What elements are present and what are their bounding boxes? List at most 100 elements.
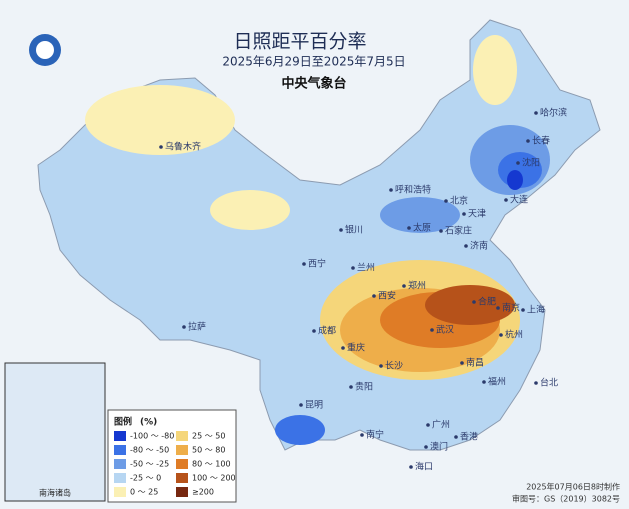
inset-label: 南海诸岛 bbox=[39, 488, 71, 498]
legend-label: ≥200 bbox=[192, 488, 214, 497]
agency: 中央气象台 bbox=[281, 76, 346, 92]
legend-title: 图例 bbox=[114, 416, 132, 428]
region-fill bbox=[425, 285, 515, 325]
region-fill bbox=[380, 197, 460, 233]
city-dot bbox=[302, 262, 306, 266]
city-label: 贵阳 bbox=[355, 381, 373, 393]
city-dot bbox=[521, 308, 525, 312]
city-label: 武汉 bbox=[436, 324, 454, 336]
legend-label: -80 ～ -50 bbox=[130, 446, 169, 455]
city-label: 成都 bbox=[318, 325, 336, 337]
region-fill bbox=[275, 415, 325, 445]
city-label: 海口 bbox=[415, 461, 433, 473]
city-label: 郑州 bbox=[408, 280, 426, 292]
city-label: 西安 bbox=[378, 290, 396, 302]
city-dot bbox=[407, 226, 411, 230]
city-label: 沈阳 bbox=[522, 157, 540, 169]
city-label: 澳门 bbox=[430, 441, 448, 453]
legend-label: 50 ～ 80 bbox=[192, 446, 225, 455]
city-dot bbox=[526, 139, 530, 143]
city-dot bbox=[341, 346, 345, 350]
legend-label: 0 ～ 25 bbox=[130, 488, 158, 497]
subtitle: 2025年6月29日至2025年7月5日 bbox=[222, 55, 405, 69]
legend-frame bbox=[107, 409, 237, 503]
city-label: 天津 bbox=[468, 209, 486, 220]
legend-label: -50 ～ -25 bbox=[130, 460, 169, 469]
logo bbox=[36, 41, 54, 59]
city-label: 拉萨 bbox=[188, 321, 206, 333]
city-label: 石家庄 bbox=[445, 225, 472, 237]
city-dot bbox=[534, 381, 538, 385]
city-dot bbox=[472, 300, 476, 304]
legend-label: 100 ～ 200 bbox=[192, 474, 236, 483]
city-dot bbox=[349, 385, 353, 389]
city-dot bbox=[424, 445, 428, 449]
city-label: 南昌 bbox=[466, 357, 484, 369]
city-label: 长沙 bbox=[385, 360, 403, 372]
city-label: 乌鲁木齐 bbox=[165, 141, 201, 153]
city-label: 济南 bbox=[470, 240, 488, 252]
city-dot bbox=[454, 435, 458, 439]
city-label: 兰州 bbox=[357, 262, 375, 274]
region-fill bbox=[507, 170, 523, 190]
legend-swatch bbox=[114, 459, 126, 469]
city-dot bbox=[379, 364, 383, 368]
city-dot bbox=[482, 380, 486, 384]
city-dot bbox=[351, 266, 355, 270]
city-label: 长春 bbox=[532, 135, 550, 147]
city-dot bbox=[462, 212, 466, 216]
city-label: 合肥 bbox=[478, 296, 496, 308]
city-label: 大连 bbox=[510, 194, 528, 206]
city-dot bbox=[430, 328, 434, 332]
city-dot bbox=[360, 433, 364, 437]
city-label: 银川 bbox=[345, 224, 363, 236]
city-dot bbox=[444, 199, 448, 203]
city-dot bbox=[339, 228, 343, 232]
city-dot bbox=[409, 465, 413, 469]
region-fill bbox=[85, 85, 235, 155]
city-dot bbox=[499, 333, 503, 337]
city-dot bbox=[496, 306, 500, 310]
legend-label: 80 ～ 100 bbox=[192, 460, 231, 469]
legend-label: -25 ～ 0 bbox=[130, 474, 161, 483]
city-dot bbox=[439, 229, 443, 233]
legend-swatch bbox=[114, 487, 126, 497]
legend-swatch bbox=[114, 445, 126, 455]
city-label: 南宁 bbox=[366, 429, 384, 441]
legend-swatch bbox=[176, 487, 188, 497]
city-label: 杭州 bbox=[505, 329, 523, 341]
city-dot bbox=[426, 423, 430, 427]
city-label: 香港 bbox=[460, 431, 478, 443]
city-label: 重庆 bbox=[347, 342, 365, 354]
city-dot bbox=[389, 188, 393, 192]
region-fill bbox=[210, 190, 290, 230]
city-label: 呼和浩特 bbox=[395, 184, 431, 196]
city-label: 西宁 bbox=[308, 258, 326, 270]
city-dot bbox=[534, 111, 538, 115]
city-dot bbox=[372, 294, 376, 298]
city-dot bbox=[299, 403, 303, 407]
city-dot bbox=[159, 145, 163, 149]
city-label: 昆明 bbox=[305, 400, 323, 411]
region-fill bbox=[473, 35, 517, 105]
city-dot bbox=[460, 361, 464, 365]
city-label: 上海 bbox=[527, 304, 545, 316]
inset-frame bbox=[4, 362, 106, 502]
city-dot bbox=[312, 329, 316, 333]
legend-swatch bbox=[114, 431, 126, 441]
footer-made: 2025年07月06日8时制作 bbox=[526, 482, 620, 492]
city-dot bbox=[402, 284, 406, 288]
legend-swatch bbox=[176, 473, 188, 483]
city-dot bbox=[516, 161, 520, 165]
title: 日照距平百分率 bbox=[233, 31, 366, 53]
legend-label: -100 ～ -80 bbox=[130, 432, 174, 441]
city-label: 太原 bbox=[413, 222, 431, 234]
legend-swatch bbox=[176, 431, 188, 441]
city-dot bbox=[464, 244, 468, 248]
city-label: 广州 bbox=[432, 419, 450, 431]
city-label: 哈尔滨 bbox=[540, 107, 567, 119]
legend-swatch bbox=[176, 445, 188, 455]
city-label: 台北 bbox=[540, 377, 558, 389]
city-label: 北京 bbox=[450, 195, 468, 207]
legend-swatch bbox=[114, 473, 126, 483]
